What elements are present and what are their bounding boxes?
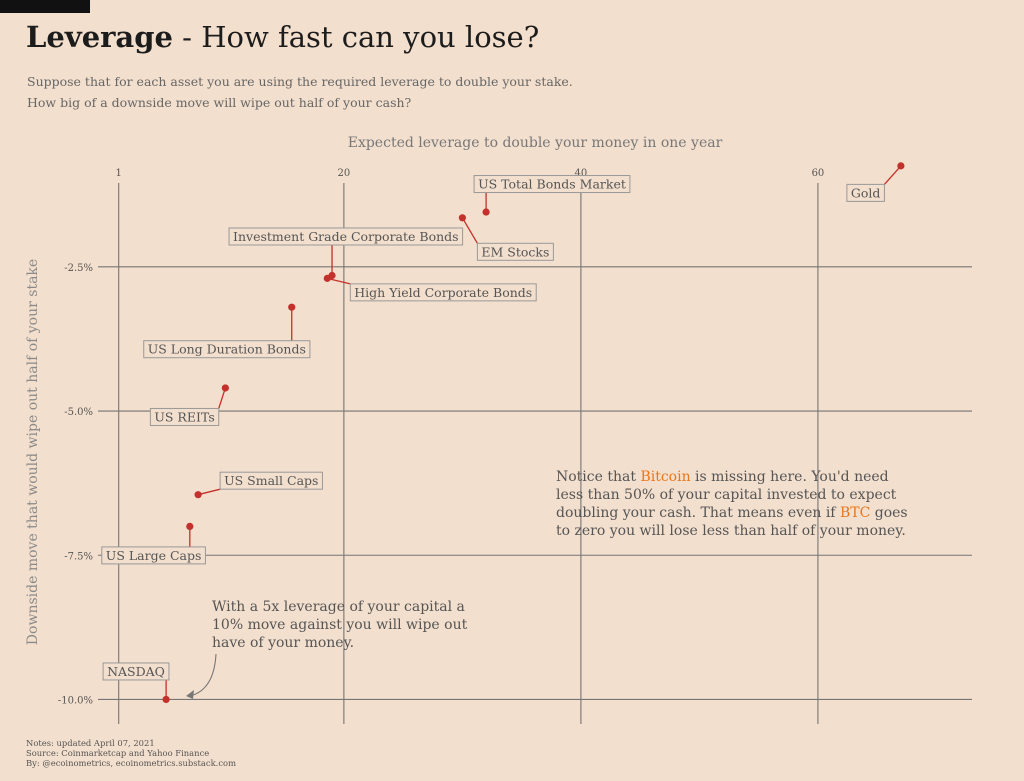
top-accent-bar: [0, 0, 90, 13]
grid-lines: [98, 183, 972, 724]
label-leader-line: [327, 277, 351, 285]
x-tick-label: 1: [116, 168, 122, 179]
point-label-box: [846, 183, 885, 202]
leverage-note-line-2: 10% move against you will wipe out: [212, 617, 468, 633]
footer-updated: Notes: updated April 07, 2021: [26, 738, 155, 748]
point-label: Gold: [851, 185, 881, 200]
bitcoin-note-line-4: to zero you will lose less than half of …: [556, 523, 906, 539]
btc-highlight: BTC: [840, 505, 870, 521]
data-point: [162, 695, 170, 704]
arrow-head-icon: [186, 690, 194, 699]
footer-by: By: @ecoinometrics, ecoinometrics.substa…: [26, 758, 237, 768]
data-point: [288, 303, 296, 311]
data-point: [221, 384, 229, 392]
point-labels: Gold US Total Bonds Market EM Stocks Invest…: [101, 175, 885, 681]
title-rest: - How fast can you lose?: [172, 20, 540, 54]
point-label-box: [101, 546, 206, 565]
point-label: NASDAQ: [107, 664, 165, 679]
point-label-box: [476, 242, 554, 261]
label-leader-line: [461, 217, 478, 244]
point-label-box: [102, 662, 170, 681]
data-point: [323, 274, 331, 282]
data-point: [897, 162, 905, 170]
y-tick-label: -10.0%: [58, 695, 93, 706]
bitcoin-note-line-1: Notice that Bitcoin is missing here. You…: [556, 469, 889, 485]
point-label-box: [219, 471, 323, 490]
x-tick-label: 60: [812, 168, 825, 179]
leverage-note-arrow: [189, 653, 217, 697]
data-point: [186, 522, 194, 531]
x-tick-label: 40: [575, 168, 588, 179]
leverage-note-line-1: With a 5x leverage of your capital a: [212, 599, 465, 615]
bitcoin-note-line-3: doubling your cash. That means even if B…: [556, 505, 908, 521]
bitcoin-highlight: Bitcoin: [640, 469, 690, 485]
data-point: [482, 208, 490, 216]
label-leader-line: [883, 165, 902, 185]
bitcoin-note: Notice that Bitcoin is missing here. You…: [556, 469, 912, 539]
y-tick-label: -5.0%: [64, 407, 93, 418]
axis-ticks: 1 20 40 60 -2.5% -5.0% -7.5% -10.0%: [58, 168, 824, 706]
chart-subtitle: Suppose that for each asset you are usin…: [27, 71, 573, 113]
point-label: US REITs: [154, 409, 214, 424]
leverage-note: With a 5x leverage of your capital a 10%…: [212, 599, 472, 651]
point-label: Investment Grade Corporate Bonds: [233, 229, 459, 244]
chart-title: Leverage - How fast can you lose?: [26, 20, 539, 54]
point-label-box: [149, 407, 220, 426]
point-label-box: [143, 340, 311, 359]
leverage-note-line-3: have of your money.: [212, 635, 354, 651]
point-label-box: [473, 175, 631, 194]
footer-notes: Notes: updated April 07, 2021 Source: Co…: [26, 738, 236, 768]
title-bold: Leverage: [26, 20, 173, 54]
data-point: [194, 491, 202, 499]
y-tick-label: -2.5%: [64, 263, 93, 274]
point-label: US Small Caps: [224, 473, 318, 488]
x-tick-label: 20: [338, 168, 351, 179]
y-tick-label: -7.5%: [64, 551, 93, 562]
point-label: US Large Caps: [106, 548, 202, 563]
point-label: High Yield Corporate Bonds: [354, 285, 532, 300]
y-axis-label: Downside move that would wipe out half o…: [25, 259, 41, 645]
subtitle-line-1: Suppose that for each asset you are usin…: [27, 74, 573, 89]
point-label: EM Stocks: [481, 244, 549, 259]
data-points: [162, 162, 905, 704]
point-label: US Long Duration Bonds: [148, 342, 306, 357]
data-point: [458, 214, 466, 222]
point-label-box: [349, 283, 537, 302]
footer-source: Source: Coinmarketcap and Yahoo Finance: [26, 748, 210, 758]
subtitle-line-2: How big of a downside move will wipe out…: [27, 95, 412, 110]
x-axis-label: Expected leverage to double your money i…: [348, 135, 723, 151]
point-label: US Total Bonds Market: [478, 177, 626, 192]
point-label-box: [228, 227, 464, 246]
bitcoin-note-line-2: less than 50% of your capital invested t…: [556, 487, 897, 503]
label-leader-line: [197, 488, 221, 496]
